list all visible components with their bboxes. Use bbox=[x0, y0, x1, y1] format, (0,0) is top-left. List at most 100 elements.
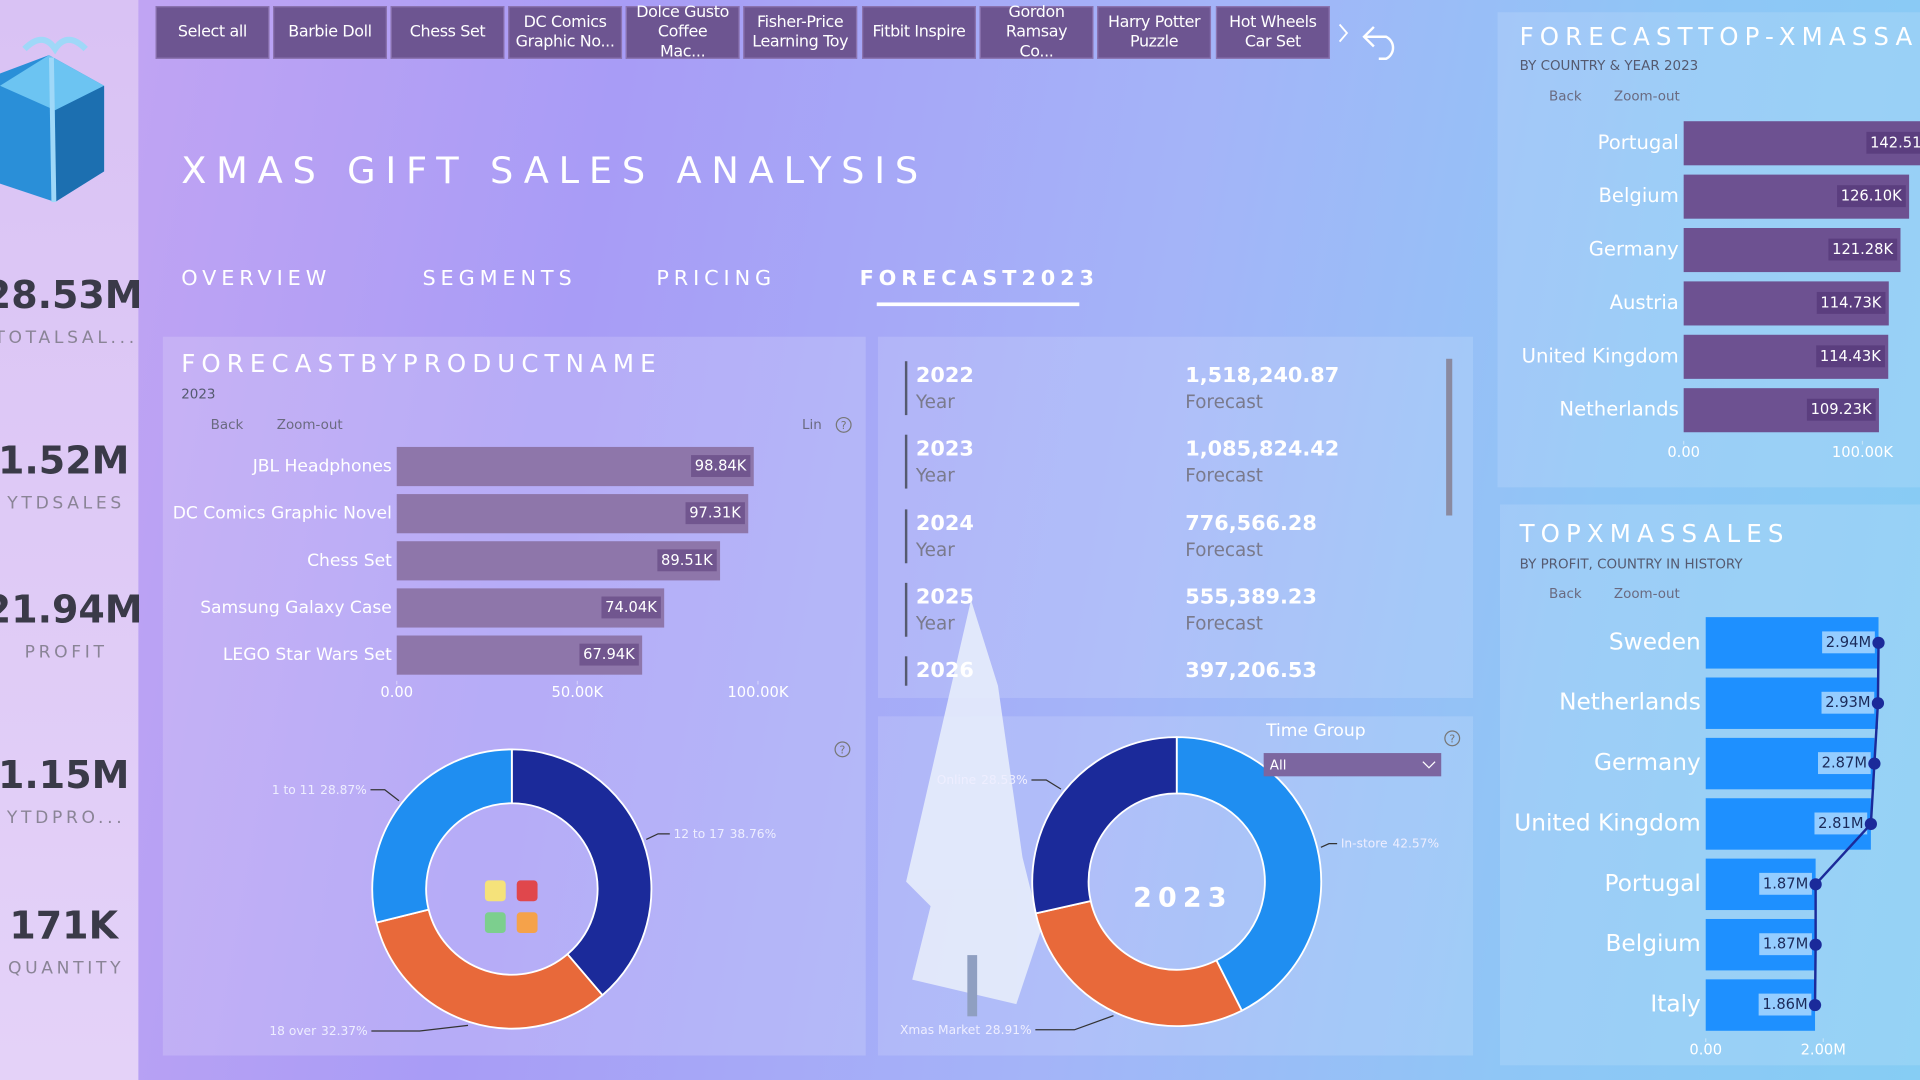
data-label-value: 38.76% bbox=[730, 826, 777, 840]
chart-control[interactable]: Back bbox=[1549, 90, 1582, 105]
tab-underline bbox=[876, 302, 1080, 307]
data-label: 142.51K bbox=[1870, 134, 1920, 151]
chart-control[interactable]: Lin bbox=[802, 418, 822, 433]
kpi-value: 21.94M bbox=[0, 588, 143, 632]
marker bbox=[1809, 878, 1822, 891]
donut-center-label: 2023 bbox=[1133, 882, 1232, 913]
y-tick-label: Germany bbox=[1594, 749, 1701, 776]
y-tick-label: Austria bbox=[1610, 291, 1679, 314]
x-tick-label: 0.00 bbox=[1689, 1042, 1722, 1059]
data-label-box bbox=[1816, 291, 1886, 314]
slicer-button[interactable]: Chess Set bbox=[390, 6, 505, 59]
help-icon[interactable]: ? bbox=[835, 416, 852, 433]
kpi-value: 1.52M bbox=[0, 438, 129, 482]
chart-control[interactable]: Zoom-out bbox=[1614, 587, 1680, 602]
data-label: 1.86M bbox=[1762, 996, 1807, 1013]
data-label: 121.28K bbox=[1832, 241, 1893, 258]
table-year: 2026 bbox=[916, 658, 974, 682]
help-icon[interactable]: ? bbox=[834, 741, 851, 758]
slicer-button[interactable]: DC Comics Graphic No... bbox=[508, 6, 623, 59]
marker bbox=[1808, 998, 1822, 1012]
y-tick-label: United Kingdom bbox=[1514, 809, 1701, 836]
table-label: Forecast bbox=[1185, 465, 1263, 486]
table-label: Year bbox=[915, 613, 955, 634]
data-label: 89.51K bbox=[661, 552, 713, 569]
scrollbar[interactable] bbox=[1446, 358, 1453, 516]
table-value: 1,085,824.42 bbox=[1185, 436, 1339, 460]
table-value: 1,518,240.87 bbox=[1185, 363, 1339, 387]
filter-dropdown[interactable] bbox=[1263, 753, 1442, 777]
dropdown-arrow bbox=[1422, 761, 1436, 769]
data-label-box bbox=[1816, 345, 1885, 368]
y-tick-label: Netherlands bbox=[1559, 689, 1701, 716]
table-value: 555,389.23 bbox=[1185, 585, 1317, 609]
x-tick-label: 2.00M bbox=[1801, 1042, 1846, 1059]
data-label-box bbox=[1806, 398, 1876, 421]
kpi-label: PROFIT bbox=[25, 643, 108, 663]
data-label-box bbox=[1821, 691, 1875, 714]
nav-tab[interactable]: PRICING bbox=[656, 266, 776, 290]
y-tick-label: Sweden bbox=[1609, 628, 1701, 655]
donut-segment bbox=[1175, 736, 1323, 1012]
data-label-box bbox=[1837, 185, 1906, 208]
slicer-button[interactable]: Harry Potter Puzzle bbox=[1097, 6, 1212, 59]
table-label: Forecast bbox=[1185, 613, 1263, 634]
y-tick-label: United Kingdom bbox=[1522, 344, 1679, 367]
data-label: 1.87M bbox=[1763, 936, 1808, 953]
gift-icon bbox=[0, 36, 105, 203]
data-label-box bbox=[579, 643, 639, 666]
chart-control[interactable]: Zoom-out bbox=[1614, 90, 1680, 105]
slicer-button[interactable]: Gordon Ramsay Co... bbox=[979, 3, 1094, 61]
data-label: Online 28.53% bbox=[937, 773, 1028, 787]
data-label-value: 32.37% bbox=[321, 1024, 368, 1038]
data-label: 1.87M bbox=[1763, 875, 1808, 892]
chart-control[interactable]: Back bbox=[211, 418, 244, 433]
filter-value[interactable]: All bbox=[1270, 758, 1287, 773]
data-label: 1 to 11 28.87% bbox=[272, 782, 367, 796]
y-tick-label: Italy bbox=[1650, 991, 1701, 1018]
tree-decoration bbox=[906, 600, 1041, 1017]
table-label: Forecast bbox=[1185, 392, 1263, 413]
back-icon[interactable] bbox=[1362, 26, 1395, 61]
nav-tab[interactable]: FORECAST2023 bbox=[860, 266, 1099, 290]
data-label-value: 28.91% bbox=[985, 1022, 1032, 1036]
table-value: 397,206.53 bbox=[1185, 658, 1317, 682]
nav-tab[interactable]: OVERVIEW bbox=[181, 266, 331, 290]
y-tick-label: LEGO Star Wars Set bbox=[223, 645, 392, 665]
help-icon[interactable]: ? bbox=[1444, 730, 1461, 747]
nav-tab[interactable]: SEGMENTS bbox=[422, 266, 576, 290]
slicer-button[interactable]: Fitbit Inspire bbox=[862, 6, 976, 59]
kpi-label: QUANTITY bbox=[8, 959, 124, 979]
marker bbox=[1809, 938, 1822, 951]
slicer-button[interactable]: Hot Wheels Car Set bbox=[1215, 6, 1330, 59]
data-label: 2.93M bbox=[1825, 694, 1870, 711]
chart-subtitle: BY COUNTRY & YEAR 2023 bbox=[1520, 59, 1699, 74]
data-label-name: 18 over bbox=[269, 1024, 317, 1038]
marker bbox=[1864, 817, 1877, 831]
data-label: 74.04K bbox=[605, 599, 657, 616]
marker bbox=[1871, 697, 1885, 710]
slicer-button[interactable]: Fisher-Price Learning Toy bbox=[743, 6, 858, 59]
data-label: 109.23K bbox=[1811, 401, 1872, 418]
data-label-name: Xmas Market bbox=[900, 1022, 980, 1036]
slicer-button[interactable]: Select all bbox=[155, 6, 270, 59]
nav-arrow[interactable] bbox=[1338, 23, 1349, 43]
leader-line bbox=[1031, 779, 1062, 790]
donut-segment bbox=[1031, 736, 1178, 915]
slicer-button[interactable]: Dolce Gusto Coffee Mac... bbox=[625, 3, 740, 61]
x-tick-label: 100.00K bbox=[727, 684, 788, 701]
donut-segment bbox=[371, 748, 513, 924]
row-accent bbox=[904, 509, 908, 564]
slicer-button[interactable]: Barbie Doll bbox=[273, 6, 387, 59]
data-label-box bbox=[601, 596, 661, 619]
data-label-box bbox=[1758, 993, 1812, 1016]
data-label: In-store 42.57% bbox=[1341, 836, 1439, 850]
chart-control[interactable]: Back bbox=[1549, 587, 1582, 602]
svg-text:?: ? bbox=[1449, 733, 1455, 746]
x-tick-label: 100.00K bbox=[1832, 444, 1893, 461]
chart-control[interactable]: Zoom-out bbox=[277, 418, 343, 433]
filter-label: Time Group bbox=[1265, 721, 1366, 741]
data-label: 114.43K bbox=[1820, 348, 1881, 365]
kpi-value: 28.53M bbox=[0, 273, 143, 317]
kpi-label: TOTALSAL... bbox=[0, 328, 138, 348]
